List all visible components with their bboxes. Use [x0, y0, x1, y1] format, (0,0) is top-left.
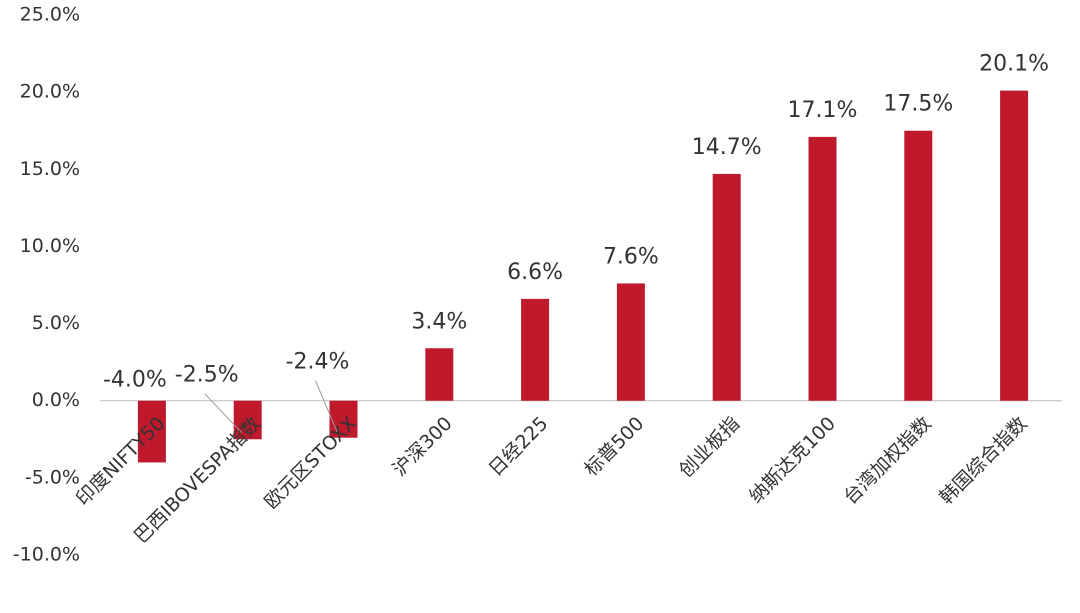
bar [616, 283, 645, 401]
x-tick-label: 标普500 [580, 413, 648, 481]
value-label: 17.1% [788, 98, 858, 123]
bar [1000, 90, 1029, 401]
value-label: 7.6% [603, 244, 659, 269]
y-tick-label: 5.0% [32, 312, 80, 334]
y-tick-label: 15.0% [20, 158, 80, 180]
leader-line [204, 393, 243, 434]
x-tick-label: 纳斯达克100 [745, 413, 840, 508]
y-tick-label: 0.0% [32, 389, 80, 411]
value-label: 17.5% [883, 92, 953, 117]
x-tick-label: 欧元区STOXX [260, 413, 361, 514]
value-label: 14.7% [692, 135, 762, 160]
y-tick-label: -5.0% [25, 466, 80, 488]
bar [137, 400, 166, 463]
y-tick-label: -10.0% [13, 544, 80, 566]
value-label: 3.4% [411, 309, 467, 334]
leader-line [315, 380, 338, 433]
value-label: -2.5% [175, 363, 239, 388]
y-tick-label: 20.0% [20, 81, 80, 103]
value-label: 6.6% [507, 260, 563, 285]
x-tick-label: 日经225 [484, 413, 552, 481]
y-tick-label: 10.0% [20, 235, 80, 257]
bar [904, 130, 933, 401]
x-tick-label: 沪深300 [389, 413, 457, 481]
bar [233, 400, 262, 440]
value-label: -4.0% [103, 368, 167, 393]
x-tick-label: 韩国综合指数 [935, 413, 1031, 509]
x-tick-label: 创业板指 [675, 413, 744, 482]
x-tick-label: 台湾加权指数 [840, 413, 936, 509]
bar [329, 400, 358, 438]
bar [808, 136, 837, 401]
bar [712, 173, 741, 401]
bar [521, 298, 550, 401]
value-label: 20.1% [979, 52, 1049, 77]
y-tick-label: 25.0% [20, 4, 80, 26]
value-label: -2.4% [286, 350, 350, 375]
bar [425, 348, 454, 401]
